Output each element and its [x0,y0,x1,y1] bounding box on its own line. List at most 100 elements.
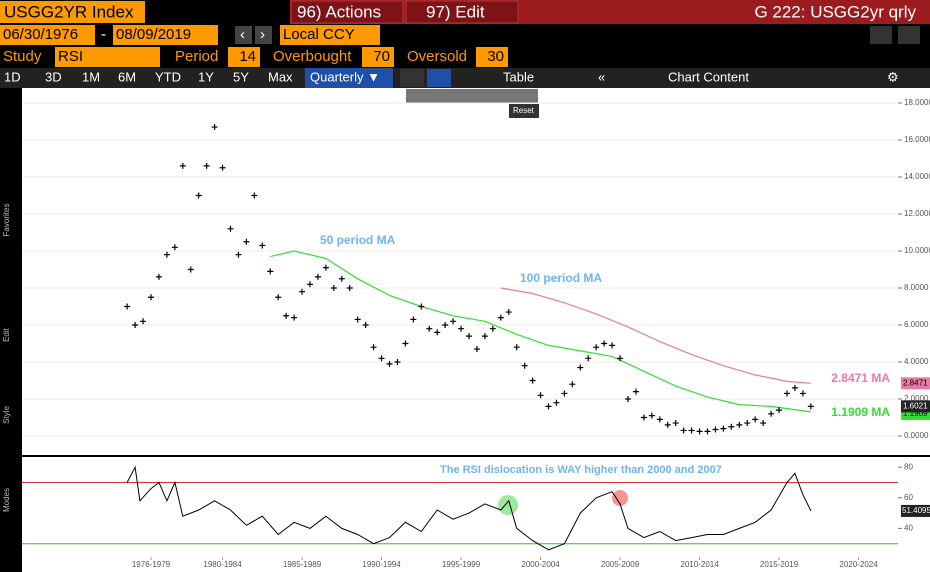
price-bar [124,303,131,310]
price-bar [283,312,290,319]
price-bar [760,420,767,427]
range-button[interactable]: 1D [4,69,21,84]
sidebar-label: Edit [2,327,11,342]
study[interactable]: RSI [58,48,83,65]
redo-button[interactable] [898,26,920,44]
range-button[interactable]: 1M [82,69,100,84]
start-date[interactable]: 06/30/1976 [3,26,78,43]
prev-icon[interactable]: ‹ [240,26,245,43]
price-bar [227,225,234,232]
axis-tag [901,377,930,390]
collapse-icon[interactable]: « [598,69,605,84]
ma-value-label: 1.1909 MA [831,405,890,419]
y-tick-label: 6.0000 [904,320,929,329]
price-bar [307,281,313,288]
axis-tag-label: 1.1909 [903,409,928,418]
end-date[interactable]: 08/09/2019 [116,26,191,43]
price-bar [275,294,282,301]
next-icon[interactable]: › [260,26,265,43]
price-bar [434,329,441,336]
undo-button[interactable] [870,26,892,44]
bar-tool[interactable] [427,69,451,87]
overbought-field[interactable] [362,47,394,67]
price-bar [140,318,147,325]
oversold[interactable]: 30 [487,48,504,65]
period-label: Period [175,48,218,65]
price-bar [585,355,592,362]
axis-tag-label: 1.6021 [903,401,928,410]
settings-icon[interactable]: ⚙ [887,69,899,84]
x-tick-label: 1976-1979 [132,560,171,569]
range-button[interactable]: 5Y [233,69,249,84]
price-bar [784,390,790,397]
actions-button[interactable] [290,0,404,24]
toolbar [0,68,930,88]
reset[interactable]: Reset [513,106,535,115]
price-bar [426,325,433,332]
study-field[interactable] [55,47,160,67]
price-bar [545,403,552,410]
price-bar [259,242,266,249]
annotation: The RSI dislocation is WAY higher than 2… [440,464,722,476]
price-bar [489,325,496,332]
price-bar [322,264,329,271]
price-bar [712,426,719,433]
price-bar [338,275,345,282]
line-tool[interactable] [400,69,424,87]
y-tick-label: 40 [904,524,913,533]
price-bar [187,266,194,273]
price-bar [577,364,584,371]
price-bar [211,124,218,131]
axis-tag-label: 51.4095 [902,506,930,515]
range-button[interactable]: 3D [45,69,62,84]
x-tick-label: 2020-2024 [839,560,878,569]
prev-button[interactable] [235,26,252,44]
edit[interactable]: 97) Edit [426,2,485,21]
ticker-box[interactable] [0,1,145,23]
price-bar [442,322,449,328]
frequency[interactable]: Quarterly ▼ [310,69,380,84]
ticker[interactable]: USGG2YR Index [4,2,134,21]
currency[interactable]: Local CCY [283,26,355,43]
date-field[interactable] [0,25,95,45]
price-bar [267,268,274,275]
axis-tag-label: 2.8471 [903,378,928,387]
range-button[interactable]: 6M [118,69,136,84]
price-bar [664,421,671,428]
date-field[interactable] [113,25,218,45]
price-bar [791,384,798,391]
currency-field[interactable] [280,25,380,45]
next-button[interactable] [255,26,272,44]
table[interactable]: Table [503,69,534,84]
price-bar [632,388,639,395]
rsi-line [126,465,812,551]
reset-button[interactable] [509,104,539,118]
period-field[interactable] [228,47,260,67]
range-button[interactable]: YTD [155,69,181,84]
price-bar [529,377,536,384]
price-bar [593,344,600,351]
price-bar [672,420,679,427]
period[interactable]: 14 [239,48,256,65]
oversold-field[interactable] [476,47,508,67]
x-tick-label: 1980-1984 [203,560,242,569]
chart-content[interactable]: Chart Content [668,69,749,84]
overbought[interactable]: 70 [373,48,390,65]
price-bar [704,428,711,435]
actions[interactable]: 96) Actions [297,2,381,21]
price-bar [171,244,178,251]
price-bar [163,251,170,258]
x-tick-label: 2010-2014 [680,560,719,569]
sidebar-label: Modes [2,488,11,512]
moving-average [270,250,811,413]
range-button[interactable]: Max [268,69,293,84]
price-bar [744,420,751,427]
edit-button[interactable] [405,0,519,24]
y-tick-label: 16.0000 [904,135,930,144]
price-bar [768,410,775,417]
price-bar [314,273,321,280]
axis-tag [901,504,930,517]
frequency-button[interactable] [305,68,393,88]
range-button[interactable]: 1Y [198,69,214,84]
